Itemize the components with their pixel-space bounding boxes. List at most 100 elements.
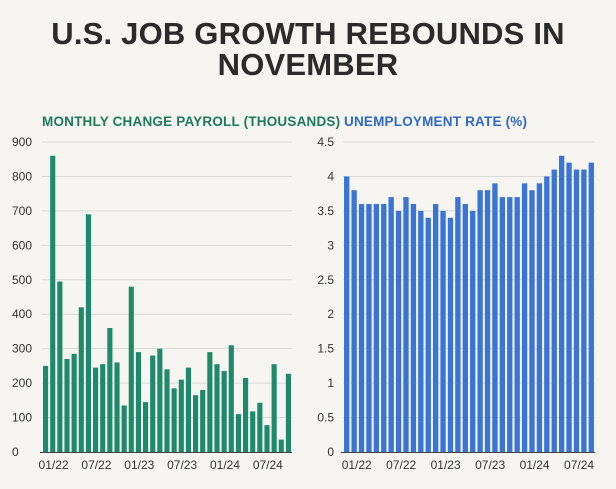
payroll-bar	[200, 390, 206, 452]
payroll-bar	[43, 365, 49, 452]
payroll-bar	[214, 364, 220, 452]
unemployment-bar	[455, 197, 461, 452]
unemployment-bar	[492, 183, 498, 453]
title-line-2: NOVEMBER	[217, 47, 399, 82]
payroll-bar	[157, 348, 163, 452]
unemployment-bar	[418, 210, 424, 452]
unemployment-bar	[373, 204, 380, 452]
unemployment-ytick-label: 0	[327, 445, 334, 459]
payroll-bar	[207, 352, 213, 452]
unemployment-bar	[544, 176, 550, 452]
payroll-ytick-label: 200	[12, 376, 32, 390]
unemployment-ytick-label: 0.5	[317, 411, 334, 425]
payroll-bar	[221, 371, 227, 452]
payroll-bar	[71, 353, 77, 452]
payroll-bar	[100, 364, 106, 452]
payroll-ytick-label: 400	[12, 307, 32, 321]
unemployment-chart: 0 0.5 1 1.5 2 2.5 3 3.5 4 4.5 01/22 07/22 01/23 07/23…	[317, 135, 595, 472]
payroll-ytick-label: 700	[12, 204, 32, 218]
unemployment-xtick-label: 07/22	[386, 458, 416, 472]
payroll-xtick-label: 07/24	[253, 458, 283, 472]
payroll-xtick-label: 01/24	[210, 458, 240, 472]
unemployment-xtick-label: 07/24	[564, 458, 594, 472]
unemployment-bar	[484, 190, 491, 452]
payroll-xtick-label: 07/23	[167, 458, 197, 472]
unemployment-bar	[366, 204, 372, 452]
payroll-chart-title: MONTHLY CHANGE PAYROLL (THOUSANDS)	[42, 114, 341, 129]
unemployment-ytick-label: 3	[327, 238, 334, 252]
unemployment-bar	[425, 217, 431, 452]
payroll-bar	[271, 364, 277, 452]
unemployment-bar	[514, 197, 520, 452]
unemployment-bar	[521, 183, 528, 453]
payroll-bar	[285, 373, 291, 452]
unemployment-bar	[566, 162, 572, 452]
payroll-bar	[64, 359, 70, 452]
payroll-ytick-label: 100	[12, 411, 32, 425]
unemployment-bar	[507, 197, 513, 452]
unemployment-xtick-label: 01/24	[520, 458, 550, 472]
payroll-bar	[150, 355, 156, 452]
payroll-bar	[185, 367, 191, 452]
unemployment-bar	[588, 162, 594, 452]
unemployment-bar	[551, 169, 557, 453]
unemployment-bar	[529, 190, 535, 452]
unemployment-xtick-label: 01/23	[431, 458, 461, 472]
payroll-ytick-label: 900	[12, 135, 32, 149]
payroll-bar	[78, 307, 84, 452]
payroll-bar	[171, 388, 177, 452]
unemployment-ytick-label: 3.5	[317, 204, 334, 218]
unemployment-ytick-label: 2.5	[317, 273, 334, 287]
payroll-bar	[243, 377, 249, 452]
unemployment-chart-title: UNEMPLOYMENT RATE (%)	[344, 114, 528, 129]
unemployment-bar	[403, 197, 409, 452]
unemployment-bar	[440, 210, 446, 452]
payroll-xtick-label: 01/23	[124, 458, 154, 472]
unemployment-ytick-label: 4.5	[317, 135, 334, 149]
payroll-bar	[135, 352, 141, 452]
payroll-ytick-label: 600	[12, 238, 32, 252]
payroll-bar	[128, 286, 134, 452]
payroll-bar	[50, 155, 56, 452]
unemployment-bar	[477, 190, 483, 452]
unemployment-bar	[558, 155, 565, 452]
payroll-ytick-label: 0	[12, 445, 19, 459]
unemployment-bar	[410, 204, 417, 452]
unemployment-bar	[395, 210, 402, 452]
payroll-chart: 0 100 200 300 400 500 600 700 800 900 01/22 07/22 01…	[12, 135, 292, 472]
unemployment-bar	[388, 197, 394, 452]
payroll-ytick-label: 300	[12, 342, 32, 356]
unemployment-ytick-label: 2	[327, 307, 334, 321]
payroll-bar	[178, 379, 184, 452]
payroll-bar	[143, 402, 149, 452]
payroll-xtick-label: 07/22	[81, 458, 111, 472]
unemployment-ytick-label: 1.5	[317, 342, 334, 356]
payroll-bar	[257, 402, 263, 452]
unemployment-bar	[432, 204, 439, 452]
unemployment-xtick-label: 07/23	[475, 458, 505, 472]
unemployment-bar	[381, 204, 387, 452]
payroll-bar	[235, 414, 241, 452]
payroll-bar	[93, 367, 99, 452]
unemployment-bar	[536, 183, 543, 453]
payroll-bar	[278, 439, 284, 452]
payroll-bar	[264, 425, 270, 452]
unemployment-bar	[462, 204, 468, 452]
unemployment-bar	[447, 217, 454, 452]
title-line-1: U.S. JOB GROWTH REBOUNDS IN	[51, 16, 565, 51]
payroll-bar	[228, 345, 234, 452]
unemployment-bar	[573, 169, 580, 453]
payroll-bar	[107, 328, 113, 452]
payroll-bar	[164, 369, 170, 452]
unemployment-bar	[470, 210, 476, 452]
payroll-bar	[193, 395, 199, 452]
unemployment-bar	[581, 169, 587, 453]
page-title: U.S. JOB GROWTH REBOUNDS IN NOVEMBER	[0, 18, 616, 80]
unemployment-bar	[344, 176, 350, 452]
payroll-bar	[121, 405, 127, 452]
unemployment-ytick-label: 4	[327, 169, 334, 183]
payroll-bar	[114, 362, 120, 452]
payroll-ytick-label: 800	[12, 169, 32, 183]
payroll-ytick-label: 500	[12, 273, 32, 287]
